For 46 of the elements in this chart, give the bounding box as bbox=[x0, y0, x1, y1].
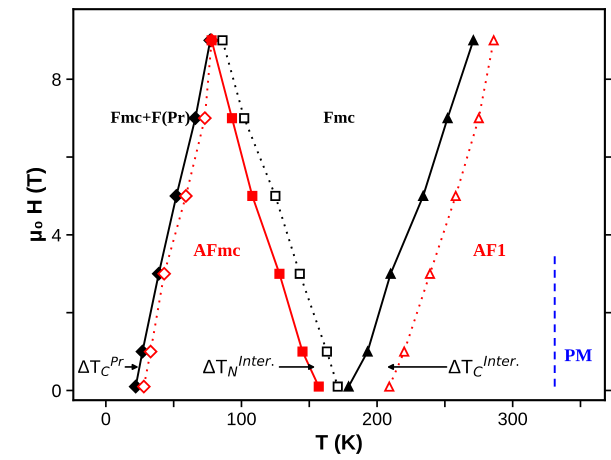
point bbox=[179, 189, 193, 203]
point bbox=[217, 35, 228, 46]
point bbox=[170, 189, 184, 203]
x-tick-label: 200 bbox=[362, 412, 392, 426]
point bbox=[362, 346, 373, 357]
x-tick-label: 300 bbox=[498, 412, 528, 426]
point bbox=[144, 344, 158, 358]
x-axis-title: T (K) bbox=[316, 434, 362, 454]
annotation: AFmc bbox=[193, 244, 240, 256]
point bbox=[314, 382, 324, 392]
x-tick-label: 100 bbox=[228, 412, 256, 426]
point bbox=[418, 190, 428, 202]
point bbox=[274, 268, 285, 279]
point bbox=[270, 190, 280, 202]
point bbox=[384, 382, 394, 392]
x-tick-label: 0 bbox=[102, 412, 110, 426]
point bbox=[386, 268, 396, 279]
y-tick-label: 8 bbox=[52, 73, 61, 86]
annotation: ΔT$_{C}$$^{Inter.}$ bbox=[448, 356, 518, 377]
annotation: Fmc bbox=[324, 112, 354, 123]
y-axis-title: μ₀ H (T) bbox=[26, 168, 46, 241]
point bbox=[399, 346, 410, 357]
point bbox=[322, 346, 332, 357]
annotation: PM bbox=[564, 349, 592, 362]
point bbox=[450, 190, 461, 202]
point bbox=[198, 111, 212, 125]
annotation: ΔT$_{N}$$^{Inter.}$ bbox=[203, 356, 274, 376]
point bbox=[468, 35, 478, 46]
y-tick-label: 0 bbox=[52, 384, 61, 398]
point bbox=[332, 382, 343, 392]
point bbox=[157, 266, 171, 281]
point bbox=[488, 35, 499, 46]
annotation: AF1 bbox=[473, 244, 506, 256]
annotation: ΔT$_{C}$$^{Pr}$ bbox=[78, 356, 124, 376]
point bbox=[297, 346, 308, 357]
point bbox=[474, 113, 484, 124]
point bbox=[226, 113, 238, 124]
y-tick-label: 4 bbox=[52, 228, 61, 242]
point bbox=[239, 113, 250, 124]
point bbox=[442, 113, 453, 124]
point bbox=[137, 380, 151, 394]
point bbox=[294, 268, 305, 279]
annotation: Fmc+F(Pr) bbox=[110, 111, 190, 126]
point bbox=[247, 190, 258, 202]
point bbox=[344, 382, 354, 392]
point bbox=[424, 268, 436, 279]
